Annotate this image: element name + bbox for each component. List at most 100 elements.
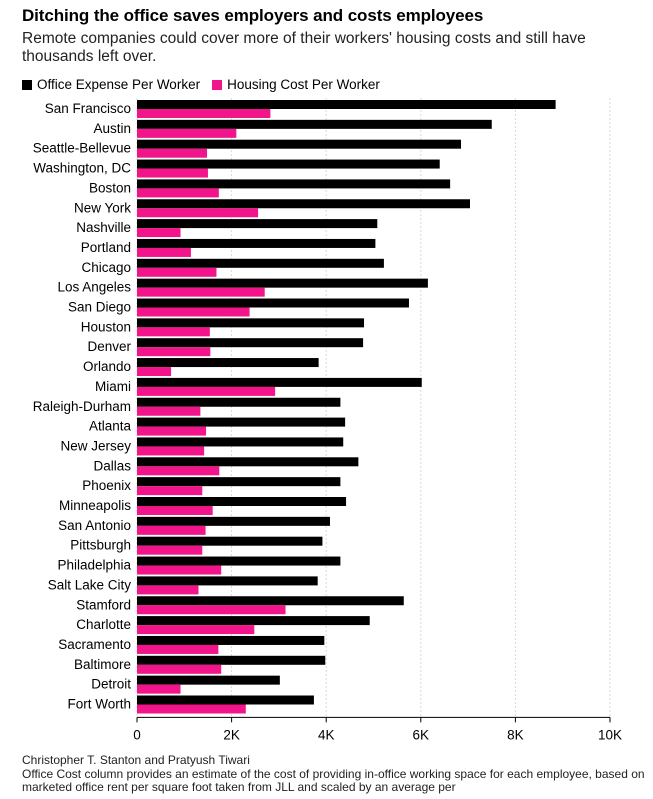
- bar-office: [137, 596, 404, 606]
- bar-housing: [137, 168, 208, 178]
- category-label: Denver: [87, 339, 131, 354]
- bar-housing: [137, 426, 207, 436]
- category-label: Atlanta: [89, 419, 132, 434]
- category-label: Chicago: [81, 260, 131, 275]
- category-label: New York: [74, 200, 131, 215]
- bar-office: [137, 635, 325, 645]
- bar-housing: [137, 605, 286, 615]
- category-label: San Diego: [68, 300, 131, 315]
- bar-housing: [137, 128, 237, 138]
- legend-label-office: Office Expense Per Worker: [37, 77, 201, 92]
- bar-office: [137, 377, 422, 387]
- bar-office: [137, 199, 470, 209]
- legend-label-housing: Housing Cost Per Worker: [227, 77, 380, 92]
- bar-office: [137, 358, 319, 368]
- category-label: Phoenix: [82, 478, 131, 493]
- footer: Christopher T. Stanton and Pratyush Tiwa…: [22, 753, 647, 795]
- category-label: Washington, DC: [33, 161, 131, 176]
- category-label: Los Angeles: [57, 280, 131, 295]
- category-label: Raleigh-Durham: [33, 399, 131, 414]
- category-label: Boston: [89, 180, 131, 195]
- bar-housing: [137, 208, 259, 218]
- bar-office: [137, 497, 347, 506]
- category-label: San Francisco: [45, 101, 131, 116]
- bar-housing: [137, 664, 222, 674]
- bar-housing: [137, 287, 265, 297]
- bar-housing: [137, 386, 276, 396]
- bar-housing: [137, 565, 222, 575]
- bar-office: [137, 219, 378, 229]
- bar-housing: [137, 188, 219, 198]
- x-tick-label: 8K: [507, 727, 524, 742]
- bar-office: [137, 139, 462, 149]
- bar-office: [137, 119, 492, 129]
- category-label: Dallas: [93, 458, 131, 473]
- bar-office: [137, 397, 341, 407]
- x-tick-label: 4K: [318, 727, 335, 742]
- x-tick-label: 0: [133, 727, 141, 742]
- bar-housing: [137, 267, 217, 277]
- category-label: Orlando: [83, 359, 131, 374]
- bar-office: [137, 516, 330, 526]
- bar-housing: [137, 545, 203, 555]
- category-label: Salt Lake City: [48, 577, 132, 592]
- category-label: Portland: [81, 240, 131, 255]
- bar-office: [137, 616, 370, 626]
- bar-housing: [137, 466, 220, 476]
- bar-office: [137, 298, 409, 308]
- bar-office: [137, 655, 326, 665]
- legend: Office Expense Per Worker Housing Cost P…: [22, 77, 392, 92]
- chart-subtitle: Remote companies could cover more of the…: [22, 30, 586, 65]
- bar-office: [137, 536, 323, 546]
- category-label: New Jersey: [60, 438, 131, 453]
- category-label: San Antonio: [58, 518, 131, 533]
- bar-office: [137, 258, 384, 268]
- bar-office: [137, 318, 365, 328]
- bar-housing: [137, 367, 172, 377]
- category-label: Pittsburgh: [70, 538, 131, 553]
- bar-office: [137, 278, 428, 288]
- category-label: Seattle-Bellevue: [33, 141, 131, 156]
- category-label: Austin: [93, 121, 131, 136]
- bar-housing: [137, 307, 250, 317]
- x-tick-label: 2K: [223, 727, 240, 742]
- category-label: Minneapolis: [59, 498, 131, 513]
- bar-office: [137, 457, 359, 467]
- category-label: Sacramento: [58, 637, 131, 652]
- bar-housing: [137, 506, 213, 515]
- bar-office: [137, 576, 318, 586]
- bar-housing: [137, 247, 191, 257]
- bar-office: [137, 338, 364, 348]
- bar-office: [137, 417, 346, 427]
- legend-swatch-office: [22, 79, 32, 90]
- category-label: Baltimore: [74, 657, 131, 672]
- category-label: Detroit: [91, 677, 131, 692]
- bar-housing: [137, 525, 206, 535]
- source-text: Christopher T. Stanton and Pratyush Tiwa…: [22, 753, 250, 767]
- bar-housing: [137, 347, 211, 357]
- note-text: Office Cost column provides an estimate …: [22, 766, 645, 794]
- bar-office: [137, 100, 556, 109]
- category-label: Nashville: [76, 220, 131, 235]
- legend-swatch-housing: [212, 79, 223, 90]
- bar-housing: [137, 585, 199, 595]
- bar-housing: [137, 704, 246, 714]
- legend-item-housing: Housing Cost Per Worker: [212, 77, 380, 92]
- legend-item-office: Office Expense Per Worker: [22, 77, 200, 92]
- category-label: Stamford: [76, 597, 131, 612]
- bar-housing: [137, 148, 208, 158]
- x-tick-label: 6K: [413, 727, 430, 742]
- bar-housing: [137, 684, 181, 694]
- bar-housing: [137, 644, 219, 654]
- bar-office: [137, 238, 376, 248]
- category-label: Philadelphia: [57, 558, 131, 573]
- bar-office: [137, 675, 280, 685]
- bar-housing: [137, 625, 255, 635]
- chart-title: Ditching the office saves employers and …: [22, 6, 484, 25]
- bar-office: [137, 556, 341, 566]
- bar-office: [137, 695, 314, 705]
- bar-housing: [137, 109, 271, 118]
- bar-office: [137, 477, 341, 487]
- bar-office: [137, 437, 344, 447]
- bar-housing: [137, 406, 201, 416]
